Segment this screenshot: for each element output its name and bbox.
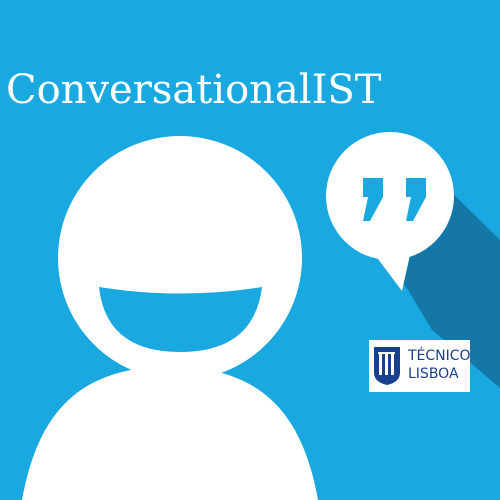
speech-bubble-body — [326, 132, 454, 260]
ist-shield-icon — [373, 346, 401, 386]
person-shoulders — [22, 366, 318, 500]
tecnico-lisboa-badge: TÉCNICO LISBOA — [369, 340, 470, 392]
badge-line-tecnico: TÉCNICO — [408, 348, 471, 365]
badge-line-lisboa: LISBOA — [408, 366, 459, 383]
smiling-person-icon — [22, 136, 318, 500]
app-title: ConversationalIST — [6, 66, 381, 114]
